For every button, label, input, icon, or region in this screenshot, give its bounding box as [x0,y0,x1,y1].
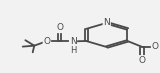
Text: O: O [139,56,145,65]
Text: O: O [43,37,50,46]
Text: H: H [70,46,76,55]
Text: O: O [152,42,159,51]
Text: N: N [103,18,110,27]
Text: N: N [70,37,76,46]
Text: O: O [56,23,64,32]
